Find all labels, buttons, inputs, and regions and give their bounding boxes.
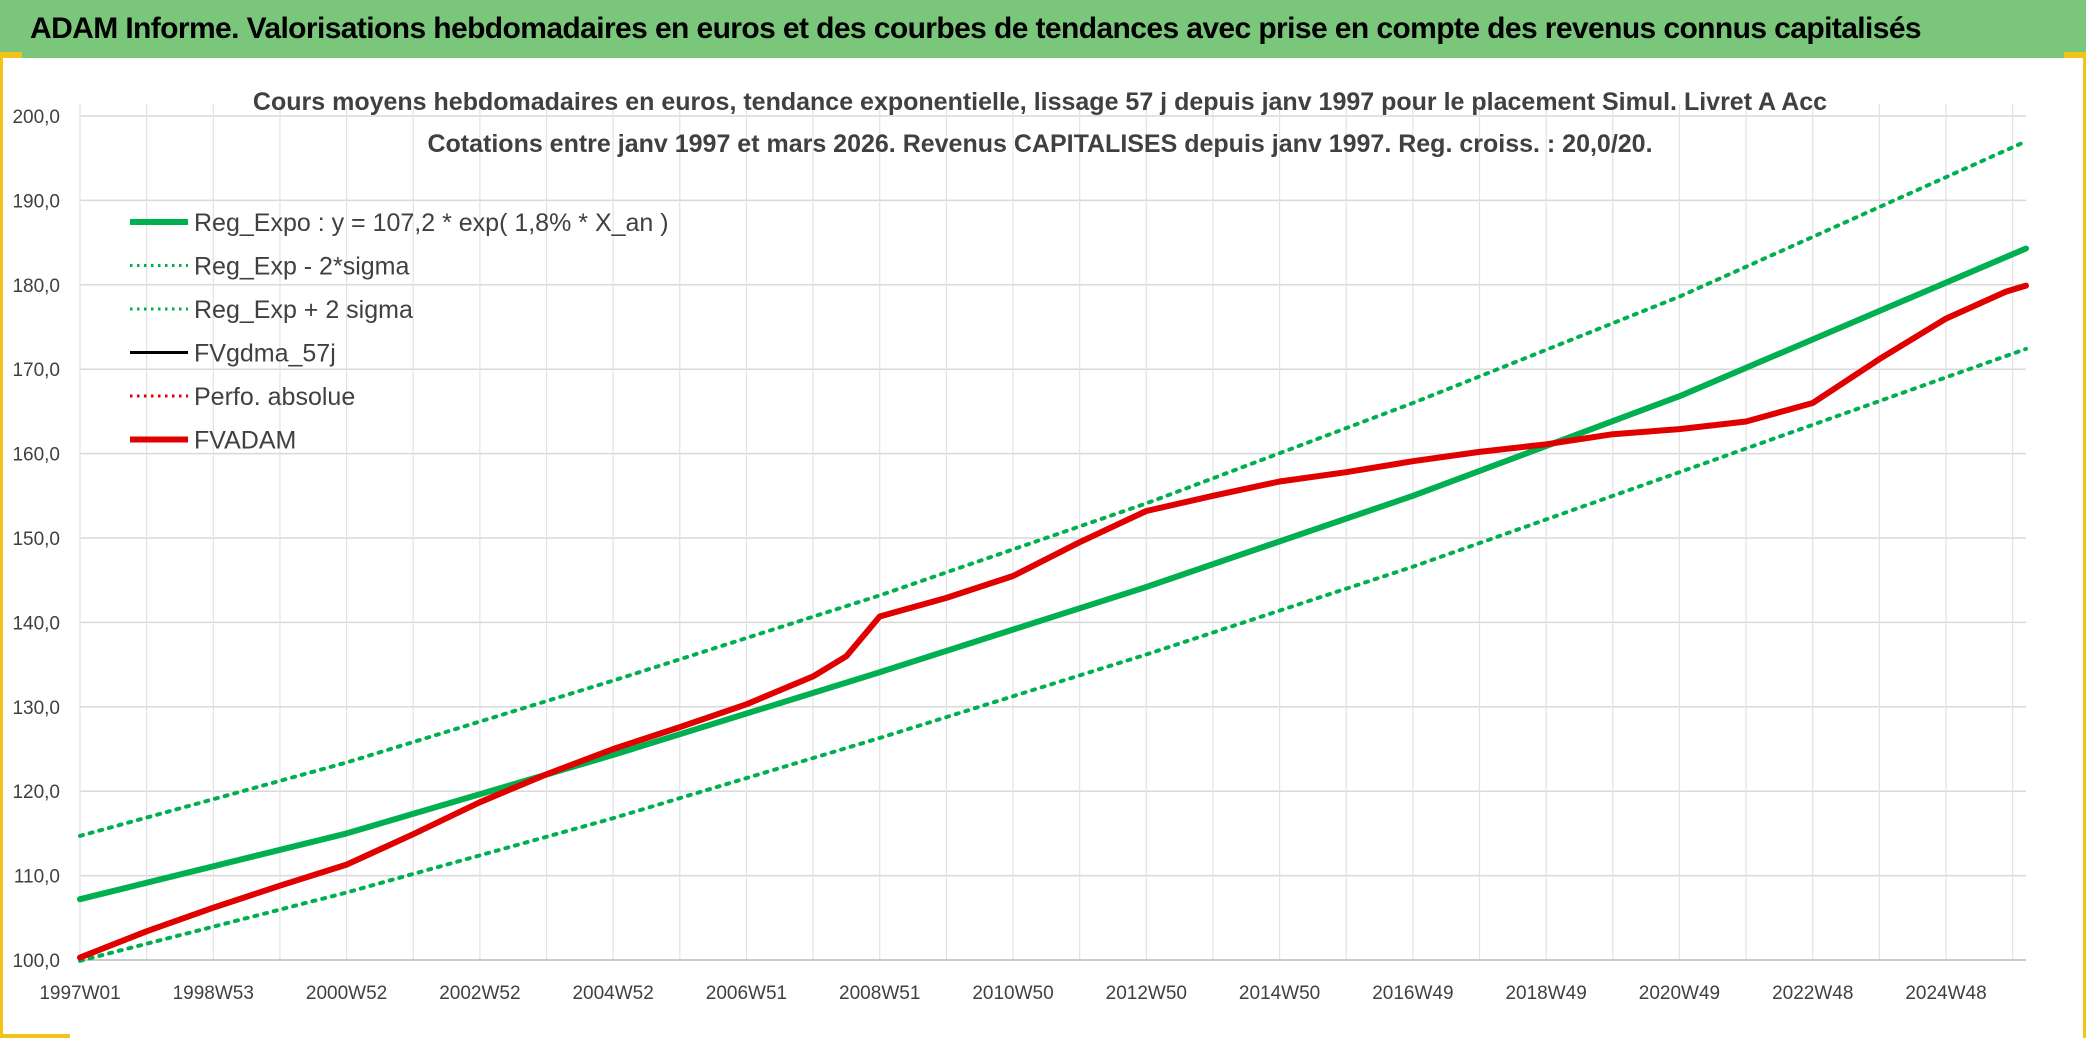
y-tick-label: 180,0 (12, 276, 60, 297)
chart-frame (0, 58, 2086, 1038)
y-tick-label: 130,0 (12, 698, 60, 719)
x-tick-label: 2018W49 (1505, 983, 1586, 1004)
y-tick-label: 100,0 (12, 951, 60, 972)
y-tick-label: 140,0 (12, 613, 60, 634)
series-lines (77, 139, 2029, 963)
y-tick-label: 200,0 (12, 107, 60, 128)
series-line-reg-expo (77, 245, 2029, 903)
series-line-reg-exp-2-sigma (78, 346, 2028, 963)
x-axis-labels: 1997W01 1998W53 2000W52 2002W52 2004W52 2006W… (39, 983, 1986, 1004)
x-tick-label: 1997W01 (39, 983, 120, 1004)
legend-label: FVADAM (194, 427, 296, 455)
y-axis-labels: 100,0 110,0 120,0 130,0 140,0 150,0 160,0 170,0… (12, 107, 60, 972)
corner-accent-right (2064, 52, 2086, 58)
x-tick-label: 2000W52 (306, 983, 387, 1004)
legend-label: Reg_Exp - 2*sigma (194, 253, 409, 281)
corner-accent-bottom-left (0, 1034, 70, 1038)
x-tick-label: 2012W50 (1106, 983, 1187, 1004)
x-tick-label: 2006W51 (706, 983, 787, 1004)
x-tick-label: 2008W51 (839, 983, 920, 1004)
legend-label: FVgdma_57j (194, 340, 336, 368)
y-tick-label: 120,0 (12, 782, 60, 803)
y-tick-label: 170,0 (12, 360, 60, 381)
report-title: ADAM Informe. Valorisations hebdomadaire… (30, 12, 1922, 45)
x-tick-label: 2020W49 (1639, 983, 1720, 1004)
legend: Reg_Expo : y = 107,2 * exp( 1,8% * X_an … (130, 209, 669, 455)
y-tick-label: 190,0 (12, 191, 60, 212)
y-tick-label: 150,0 (12, 529, 60, 550)
x-tick-label: 2016W49 (1372, 983, 1453, 1004)
x-tick-label: 2024W48 (1905, 983, 1986, 1004)
legend-label: Perfo. absolue (194, 383, 355, 411)
gridlines (79, 104, 2026, 961)
chart-title-line2: Cotations entre janv 1997 et mars 2026. … (427, 130, 1652, 158)
x-tick-label: 1998W53 (173, 983, 254, 1004)
x-tick-label: 2004W52 (572, 983, 653, 1004)
series-line-reg-exp-2-sigma (78, 139, 2028, 838)
x-tick-label: 2010W50 (972, 983, 1053, 1004)
y-tick-label: 160,0 (12, 445, 60, 466)
legend-label: Reg_Exp + 2 sigma (194, 296, 413, 324)
series-line-fvadam (77, 282, 2029, 961)
legend-label: Reg_Expo : y = 107,2 * exp( 1,8% * X_an … (194, 209, 669, 237)
y-tick-label: 110,0 (14, 867, 60, 888)
report-banner: ADAM Informe. Valorisations hebdomadaire… (0, 0, 2086, 58)
x-tick-label: 2022W48 (1772, 983, 1853, 1004)
chart-title-line1: Cours moyens hebdomadaires en euros, ten… (253, 88, 1827, 116)
x-tick-label: 2002W52 (439, 983, 520, 1004)
x-tick-label: 2014W50 (1239, 983, 1320, 1004)
corner-accent-left (0, 52, 22, 58)
